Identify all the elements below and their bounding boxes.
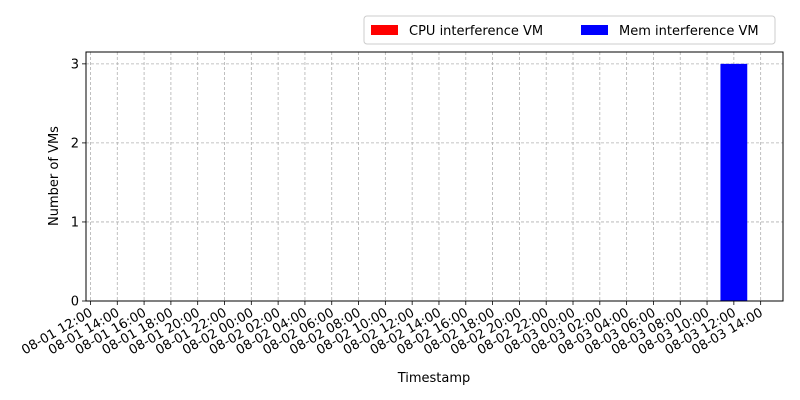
bars (720, 64, 747, 301)
bar (720, 64, 747, 301)
y-axis-label: Number of VMs (47, 126, 62, 226)
y-tick-label: 1 (71, 215, 79, 230)
legend-label: Mem interference VM (619, 24, 759, 39)
grid (86, 52, 783, 301)
legend-swatch (371, 25, 398, 35)
x-axis-label: Timestamp (397, 371, 471, 386)
legend-label: CPU interference VM (409, 24, 543, 39)
plot-frame (86, 52, 783, 301)
y-tick-label: 0 (71, 295, 79, 310)
y-tick-label: 2 (71, 136, 79, 151)
y-tick-label: 3 (71, 57, 79, 72)
y-ticks: 0 1 2 3 (71, 57, 86, 309)
legend: CPU interference VM Mem interference VM (364, 16, 775, 44)
legend-swatch (581, 25, 608, 35)
